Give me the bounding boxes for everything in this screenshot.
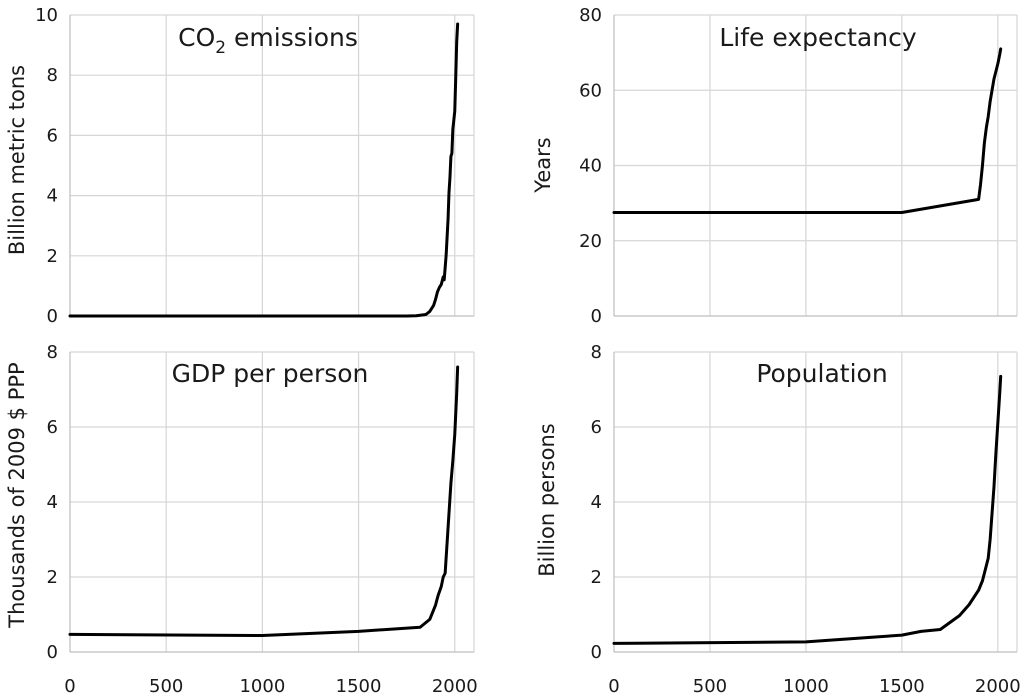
- y-tick-label: 8: [591, 342, 602, 363]
- y-tick-label: 0: [591, 642, 602, 663]
- y-tick-label: 8: [47, 342, 58, 363]
- chart-title: GDP per person: [172, 359, 369, 388]
- x-tick-label: 2000: [432, 676, 478, 697]
- y-tick-label: 4: [591, 492, 602, 513]
- y-tick-label: 6: [47, 125, 58, 146]
- y-tick-label: 4: [47, 186, 58, 207]
- y-tick-label: 2: [47, 246, 58, 267]
- x-tick-label: 1000: [783, 676, 829, 697]
- y-axis-label: Billion metric tons: [5, 65, 29, 255]
- y-tick-label: 0: [47, 642, 58, 663]
- chart-title: CO2 emissions: [178, 23, 358, 58]
- y-tick-label: 0: [47, 306, 58, 327]
- y-axis-label: Billion persons: [535, 423, 559, 577]
- y-tick-label: 6: [591, 417, 602, 438]
- y-tick-label: 0: [591, 306, 602, 327]
- x-tick-label: 0: [608, 676, 619, 697]
- x-tick-label: 1000: [239, 676, 285, 697]
- x-tick-label: 500: [149, 676, 183, 697]
- gdp-per-person-panel: 0 2 4 6 8 0 500 1000 1500 2000 GDP per person Thous…: [5, 342, 478, 697]
- x-tick-label: 500: [693, 676, 727, 697]
- x-tick-label: 1500: [879, 676, 925, 697]
- y-tick-label: 20: [579, 231, 602, 252]
- y-tick-label: 4: [47, 492, 58, 513]
- population-panel: 0 2 4 6 8 0 500 1000 1500 2000 Population Billion p…: [535, 342, 1021, 697]
- x-tick-label: 0: [64, 676, 75, 697]
- series-line: [68, 365, 460, 637]
- chart-title: Life expectancy: [719, 23, 916, 52]
- y-tick-label: 2: [591, 567, 602, 588]
- x-tick-label: 1500: [336, 676, 382, 697]
- chart-title: Population: [756, 359, 887, 388]
- series-line: [612, 47, 1003, 215]
- y-axis-label: Thousands of 2009 $ PPP: [5, 362, 29, 628]
- y-tick-label: 10: [35, 5, 58, 26]
- series-line: [612, 374, 1003, 645]
- y-tick-label: 8: [47, 65, 58, 86]
- y-tick-label: 2: [47, 567, 58, 588]
- life-expectancy-panel: 0 20 40 60 80 Life expectancy Years: [531, 5, 1018, 327]
- y-tick-label: 60: [579, 80, 602, 101]
- series-line: [68, 22, 460, 318]
- x-tick-label: 2000: [975, 676, 1021, 697]
- y-tick-label: 6: [47, 417, 58, 438]
- co2-emissions-panel: 0 2 4 6 8 10 CO2 emissions Billion metric tons: [5, 5, 475, 327]
- y-axis-label: Years: [531, 137, 555, 193]
- y-tick-label: 40: [579, 156, 602, 177]
- y-tick-label: 80: [579, 5, 602, 26]
